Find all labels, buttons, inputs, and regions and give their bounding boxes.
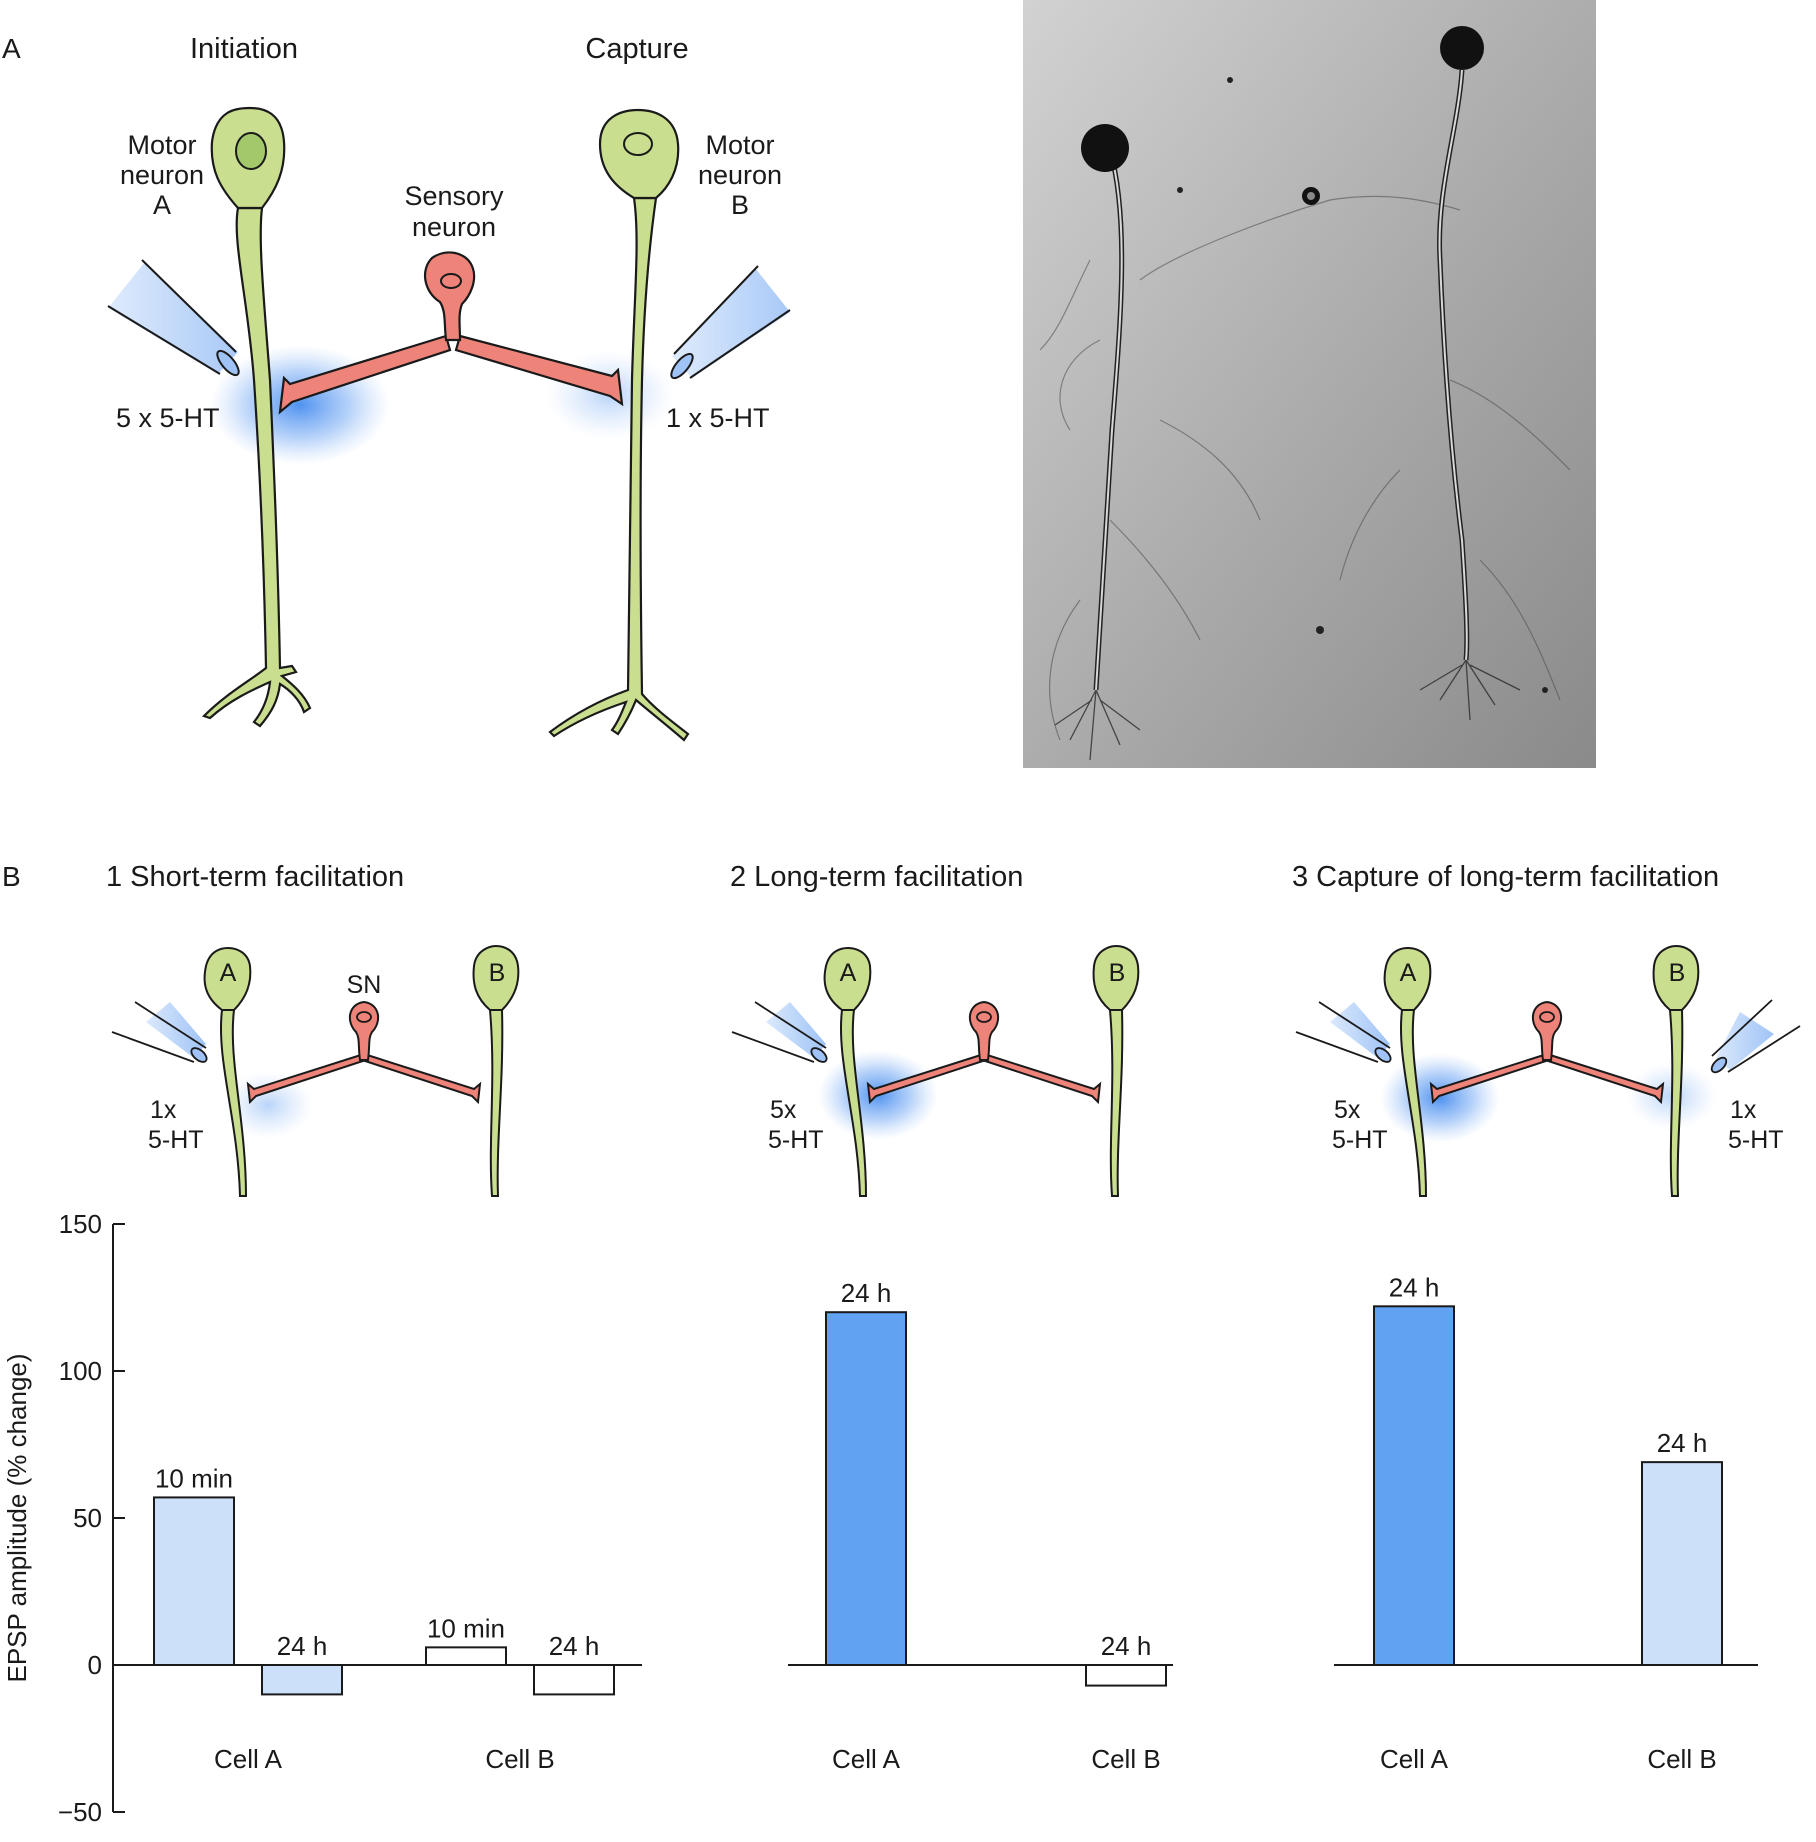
- stimulus-right-label: 1 x 5-HT: [666, 403, 770, 433]
- bar: [1085, 1664, 1167, 1687]
- svg-text:Motor: Motor: [705, 130, 774, 160]
- svg-text:1x: 1x: [1730, 1096, 1757, 1124]
- stimulus-left-label: 5 x 5-HT: [116, 403, 220, 433]
- category-label: Cell B: [1647, 1744, 1716, 1774]
- cell-a-circle-label-2: A: [840, 959, 857, 987]
- category-label: Cell B: [485, 1744, 554, 1774]
- bar-time-label: 10 min: [155, 1463, 233, 1493]
- sensory-neuron-short-label: SN: [347, 971, 382, 999]
- schematic-short-term: [111, 944, 520, 1197]
- schematic-long-term: [731, 944, 1140, 1197]
- y-ticks: 150 100 50 0 −50: [58, 1209, 125, 1827]
- svg-text:Sensory: Sensory: [404, 181, 504, 211]
- svg-text:5-HT: 5-HT: [148, 1126, 204, 1154]
- panel-b-label: B: [2, 861, 21, 892]
- y-tick-label: −50: [58, 1797, 102, 1827]
- svg-text:1x: 1x: [150, 1096, 177, 1124]
- y-tick-label: 0: [88, 1650, 102, 1680]
- bar-time-label: 10 min: [427, 1613, 505, 1643]
- group-title-1: 1 Short-term facilitation: [106, 861, 404, 893]
- bars-layer: 10 min 24 h 10 min 24 h Cell A Cell B 24 h 24 h…: [113, 1272, 1758, 1774]
- svg-text:5x: 5x: [770, 1096, 797, 1124]
- svg-text:5-HT: 5-HT: [1332, 1126, 1388, 1154]
- category-label: Cell B: [1091, 1744, 1160, 1774]
- bar: [1641, 1461, 1723, 1667]
- bar: [825, 1311, 907, 1666]
- bar: [153, 1496, 235, 1667]
- cell-a-circle-label-3: A: [1400, 959, 1417, 987]
- stimulus-label-3a: 5x 5-HT: [1332, 1096, 1388, 1154]
- svg-text:5x: 5x: [1334, 1096, 1361, 1124]
- stimulus-label-1: 1x 5-HT: [148, 1096, 204, 1154]
- micropipette-left: [107, 259, 240, 377]
- bar: [533, 1664, 615, 1696]
- category-label: Cell A: [214, 1744, 283, 1774]
- svg-text:neuron: neuron: [698, 160, 782, 190]
- svg-text:5-HT: 5-HT: [1728, 1126, 1784, 1154]
- micrograph-photo: [1023, 0, 1596, 768]
- svg-text:neuron: neuron: [120, 160, 204, 190]
- y-tick-label: 100: [59, 1356, 102, 1386]
- cell-a-circle-label-1: A: [220, 959, 237, 987]
- svg-text:Motor: Motor: [127, 130, 196, 160]
- bar-time-label: 24 h: [841, 1278, 892, 1308]
- motor-neuron-a-label: Motor neuron A: [120, 130, 204, 220]
- initiation-title: Initiation: [190, 33, 298, 65]
- category-label: Cell A: [832, 1744, 901, 1774]
- bar-time-label: 24 h: [549, 1631, 600, 1661]
- bar-time-label: 24 h: [1657, 1428, 1708, 1458]
- micropipette-right: [670, 265, 791, 380]
- y-tick-label: 150: [59, 1209, 102, 1239]
- svg-text:A: A: [153, 190, 171, 220]
- bar-time-label: 24 h: [277, 1631, 328, 1661]
- bar: [1373, 1305, 1455, 1666]
- schematic-capture: [1295, 944, 1801, 1197]
- stimulus-label-3b: 1x 5-HT: [1728, 1096, 1784, 1154]
- svg-text:5-HT: 5-HT: [768, 1126, 824, 1154]
- y-axis-label: EPSP amplitude (% change): [2, 1353, 32, 1682]
- stimulus-label-2: 5x 5-HT: [768, 1096, 824, 1154]
- cell-b-circle-label-2: B: [1109, 959, 1126, 987]
- bar-time-label: 24 h: [1389, 1272, 1440, 1302]
- capture-title: Capture: [585, 33, 688, 65]
- motor-neuron-b-label: Motor neuron B: [698, 130, 782, 220]
- group-title-2: 2 Long-term facilitation: [730, 861, 1023, 893]
- cell-b-circle-label-1: B: [489, 959, 506, 987]
- motor-neuron-b: [548, 108, 690, 742]
- sensory-neuron: [278, 251, 624, 415]
- sensory-neuron-label: Sensory neuron: [404, 181, 504, 242]
- svg-text:neuron: neuron: [412, 212, 496, 242]
- svg-text:B: B: [731, 190, 749, 220]
- bar: [261, 1664, 343, 1696]
- bar: [425, 1646, 507, 1666]
- motor-neuron-a: [201, 106, 312, 728]
- bar-time-label: 24 h: [1101, 1631, 1152, 1661]
- group-title-3: 3 Capture of long-term facilitation: [1292, 861, 1719, 893]
- cell-b-circle-label-3: B: [1669, 959, 1686, 987]
- category-label: Cell A: [1380, 1744, 1449, 1774]
- panel-a-label: A: [2, 33, 21, 64]
- y-tick-label: 50: [73, 1503, 102, 1533]
